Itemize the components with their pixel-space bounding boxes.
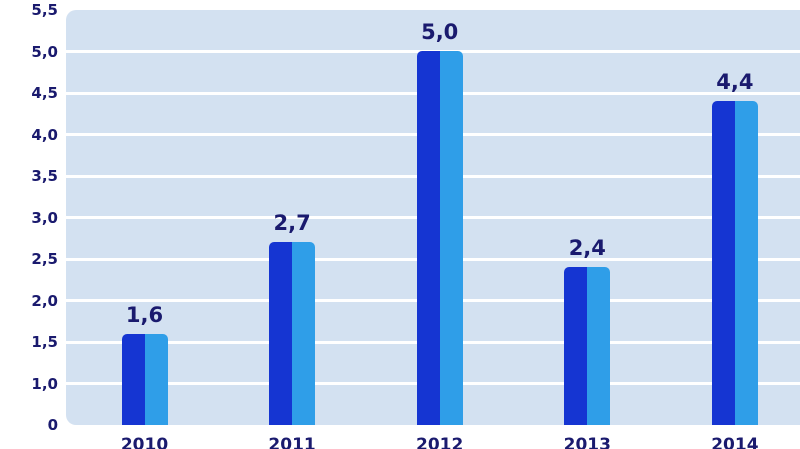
x-tick-label: 2010: [120, 435, 169, 449]
y-tick-label: 4,5: [31, 84, 58, 102]
y-tick-label: 4,0: [31, 125, 58, 144]
bar-2010: [121, 334, 168, 425]
bar-2014: [711, 101, 758, 425]
x-tick-label: 2011: [268, 435, 316, 449]
y-tick-label: 2,0: [31, 291, 58, 310]
bar-value-label: 2,4: [568, 236, 606, 260]
bar-value-label: 5,0: [421, 20, 459, 44]
bar-2012: [416, 51, 463, 425]
bar-value-label: 2,7: [273, 211, 311, 235]
y-tick-label: 5,0: [31, 42, 58, 61]
bar-value-label: 1,6: [125, 303, 164, 327]
y-tick-label: 1,0: [31, 374, 58, 393]
bar-2011: [269, 242, 316, 425]
x-tick-label: 2012: [416, 435, 464, 449]
x-tick-label: 2014: [711, 435, 759, 449]
y-tick-label: 1,5: [31, 333, 58, 351]
y-tick-label: 3,5: [31, 167, 58, 185]
bar-2013: [564, 267, 611, 425]
bar-value-label: 4,4: [716, 70, 754, 94]
y-tick-label: 3,0: [31, 208, 58, 227]
y-tick-label: 2,5: [31, 250, 58, 268]
y-tick-label: 0: [47, 416, 58, 434]
x-tick-label: 2013: [563, 435, 611, 449]
y-tick-label: 5,5: [31, 1, 58, 19]
